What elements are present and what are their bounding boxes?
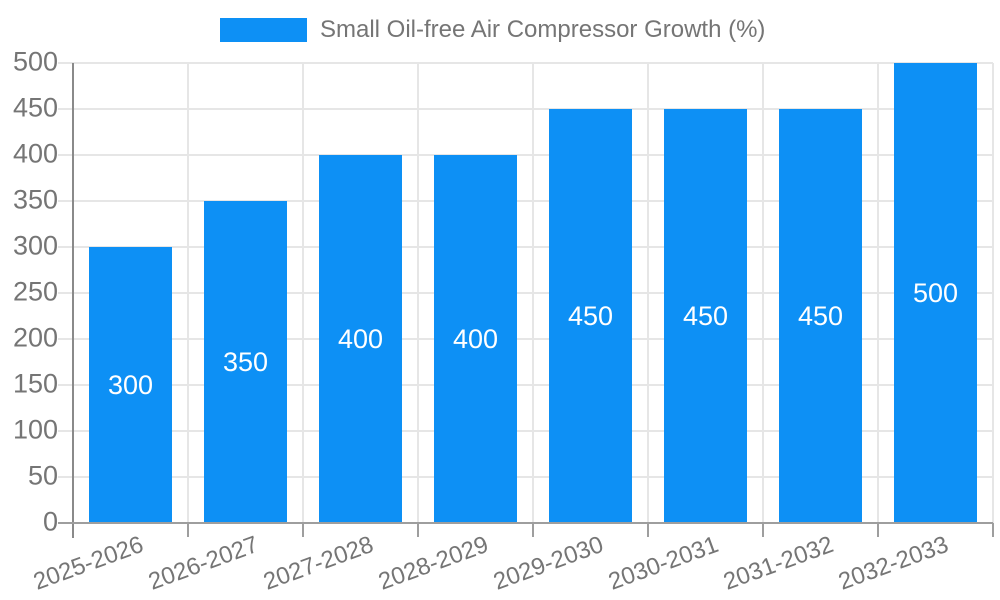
- bar-value-label: 450: [797, 300, 844, 331]
- h-gridline: [58, 338, 993, 340]
- v-gridline: [302, 63, 304, 523]
- y-axis-tick-label: 100: [12, 414, 58, 445]
- x-axis-tick: [647, 523, 649, 537]
- x-axis-category-label: 2025-2026: [29, 531, 147, 596]
- x-axis-category-label: 2026-2027: [144, 531, 262, 596]
- bar-2031-2032: 450: [779, 109, 862, 523]
- legend-label: Small Oil-free Air Compressor Growth (%): [320, 16, 766, 43]
- y-axis-tick-label: 400: [12, 138, 58, 169]
- y-axis-tick-label: 200: [12, 322, 58, 353]
- x-axis-category-label: 2031-2032: [719, 531, 837, 596]
- v-gridline: [417, 63, 419, 523]
- bar-value-label: 300: [107, 369, 154, 400]
- h-gridline: [58, 476, 993, 478]
- bar-2025-2026: 300: [89, 247, 172, 523]
- h-gridline: [58, 108, 993, 110]
- bar-2032-2033: 500: [894, 63, 977, 523]
- h-gridline: [58, 154, 993, 156]
- x-axis-category-label: 2028-2029: [374, 531, 492, 596]
- bar-2028-2029: 400: [434, 155, 517, 523]
- v-gridline: [647, 63, 649, 523]
- x-axis-tick: [187, 523, 189, 537]
- y-axis-line: [72, 63, 74, 538]
- h-gridline: [58, 200, 993, 202]
- bar-value-label: 350: [222, 346, 269, 377]
- h-gridline: [58, 292, 993, 294]
- x-axis-tick: [762, 523, 764, 537]
- bar-2026-2027: 350: [204, 201, 287, 523]
- h-gridline: [58, 62, 993, 64]
- v-gridline: [532, 63, 534, 523]
- y-axis-tick-label: 250: [12, 276, 58, 307]
- y-axis-tick-label: 300: [12, 230, 58, 261]
- bar-2030-2031: 450: [664, 109, 747, 523]
- x-axis-tick: [992, 523, 994, 537]
- x-axis-tick: [532, 523, 534, 537]
- bar-value-label: 450: [567, 300, 614, 331]
- bar-2029-2030: 450: [549, 109, 632, 523]
- bar-value-label: 500: [912, 277, 959, 308]
- bar-value-label: 450: [682, 300, 729, 331]
- y-axis-tick-label: 450: [12, 92, 58, 123]
- x-axis-category-label: 2030-2031: [604, 531, 722, 596]
- y-axis-tick-label: 350: [12, 184, 58, 215]
- v-gridline: [877, 63, 879, 523]
- x-axis-category-label: 2029-2030: [489, 531, 607, 596]
- x-axis-category-label: 2027-2028: [259, 531, 377, 596]
- h-gridline: [58, 384, 993, 386]
- legend: Small Oil-free Air Compressor Growth (%): [220, 16, 765, 44]
- v-gridline: [992, 63, 994, 523]
- bar-value-label: 400: [452, 323, 499, 354]
- y-axis-tick-label: 500: [12, 46, 58, 77]
- bar-2027-2028: 400: [319, 155, 402, 523]
- v-gridline: [187, 63, 189, 523]
- y-axis-tick-label: 150: [12, 368, 58, 399]
- legend-swatch: [220, 18, 307, 42]
- bar-value-label: 400: [337, 323, 384, 354]
- x-axis-tick: [877, 523, 879, 537]
- x-axis-category-label: 2032-2033: [834, 531, 952, 596]
- x-axis-line: [58, 522, 993, 524]
- h-gridline: [58, 430, 993, 432]
- y-axis-tick-label: 0: [42, 506, 58, 537]
- v-gridline: [762, 63, 764, 523]
- h-gridline: [58, 246, 993, 248]
- y-axis-tick-label: 50: [27, 460, 58, 491]
- x-axis-tick: [417, 523, 419, 537]
- x-axis-tick: [302, 523, 304, 537]
